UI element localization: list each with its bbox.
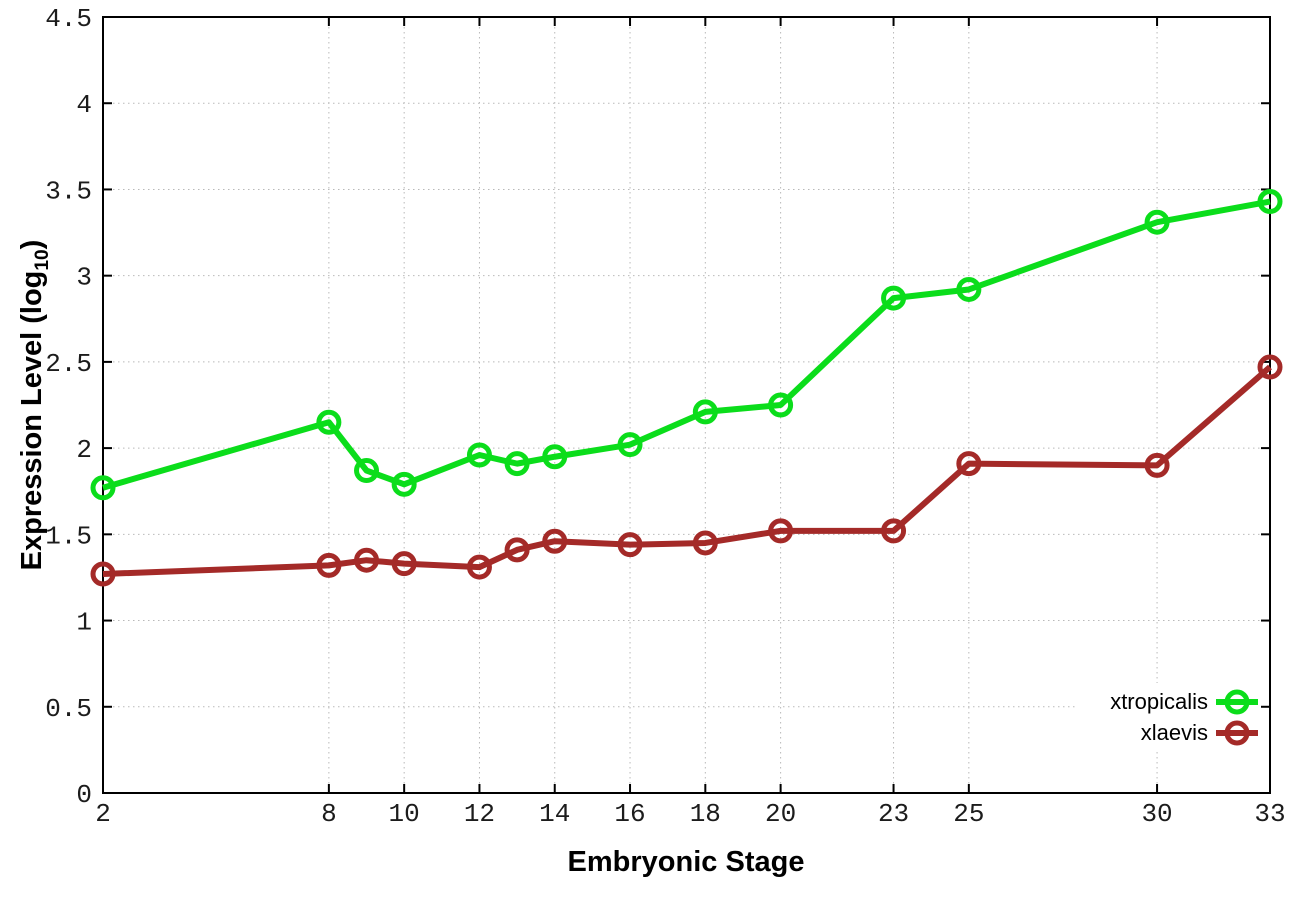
series-line-xlaevis [102, 364, 1272, 577]
x-tick-label: 10 [389, 799, 420, 829]
data-point-xtropicalis [617, 432, 643, 458]
y-axis-title: Expression Level (log10) [16, 240, 54, 571]
y-tick-label: 0.5 [45, 694, 92, 724]
data-point-xlaevis [542, 528, 568, 554]
legend-sample-marker-xlaevis [1224, 720, 1250, 746]
y-axis-title-subscript: 10 [31, 249, 53, 271]
data-point-xlaevis [617, 532, 643, 558]
data-point-xtropicalis [391, 471, 417, 497]
data-point-xtropicalis [90, 475, 116, 501]
legend-sample-marker-xtropicalis [1224, 689, 1250, 715]
data-point-xlaevis [504, 537, 530, 563]
y-tick-label: 1 [76, 608, 92, 638]
y-tick-label: 3.5 [45, 176, 92, 206]
x-tick-label: 12 [464, 799, 495, 829]
data-point-xtropicalis [466, 442, 492, 468]
legend-label-xlaevis: xlaevis [1140, 720, 1208, 745]
data-point-xtropicalis [956, 276, 982, 302]
data-point-xtropicalis [881, 285, 907, 311]
x-tick-label: 2 [95, 799, 111, 829]
data-point-xtropicalis [542, 444, 568, 470]
y-tick-label: 2 [76, 435, 92, 465]
x-tick-label: 8 [321, 799, 337, 829]
data-point-xlaevis [391, 551, 417, 577]
data-point-xlaevis [466, 554, 492, 580]
data-point-xlaevis [1257, 354, 1283, 380]
x-tick-label: 20 [765, 799, 796, 829]
y-tick-label: 2.5 [45, 349, 92, 379]
data-point-xtropicalis [1257, 189, 1283, 215]
x-tick-label: 14 [539, 799, 570, 829]
data-point-xlaevis [354, 547, 380, 573]
x-tick-label: 30 [1141, 799, 1172, 829]
series-line-xtropicalis [102, 198, 1271, 491]
data-point-xlaevis [692, 530, 718, 556]
x-axis-title: Embryonic Stage [567, 846, 805, 878]
data-point-xlaevis [956, 451, 982, 477]
y-tick-label: 0 [76, 780, 92, 810]
y-tick-label: 4 [76, 90, 92, 120]
y-tick-label: 4.5 [45, 4, 92, 34]
data-point-xtropicalis [1144, 209, 1170, 235]
data-point-xlaevis [768, 518, 794, 544]
x-tick-label: 25 [953, 799, 984, 829]
data-point-xtropicalis [354, 458, 380, 484]
x-tick-label: 23 [878, 799, 909, 829]
data-point-xtropicalis [316, 409, 342, 435]
data-point-xlaevis [881, 518, 907, 544]
x-tick-label: 16 [614, 799, 645, 829]
data-point-xtropicalis [768, 392, 794, 418]
y-tick-label: 1.5 [45, 521, 92, 551]
data-point-xlaevis [1144, 452, 1170, 478]
data-point-xlaevis [316, 552, 342, 578]
x-tick-label: 18 [690, 799, 721, 829]
y-axis-title-close: ) [16, 239, 48, 250]
legend-label-xtropicalis: xtropicalis [1110, 689, 1208, 714]
data-point-xtropicalis [692, 399, 718, 425]
x-tick-label: 33 [1254, 799, 1285, 829]
y-tick-label: 3 [76, 263, 92, 293]
plot-border [102, 16, 1271, 794]
data-point-xtropicalis [504, 451, 530, 477]
legend-item-xtropicalis: xtropicalis [1110, 687, 1208, 717]
y-axis-title-text: Expression Level (log [16, 270, 48, 571]
data-point-xlaevis [90, 561, 116, 587]
legend-item-xlaevis: xlaevis [1141, 718, 1208, 748]
